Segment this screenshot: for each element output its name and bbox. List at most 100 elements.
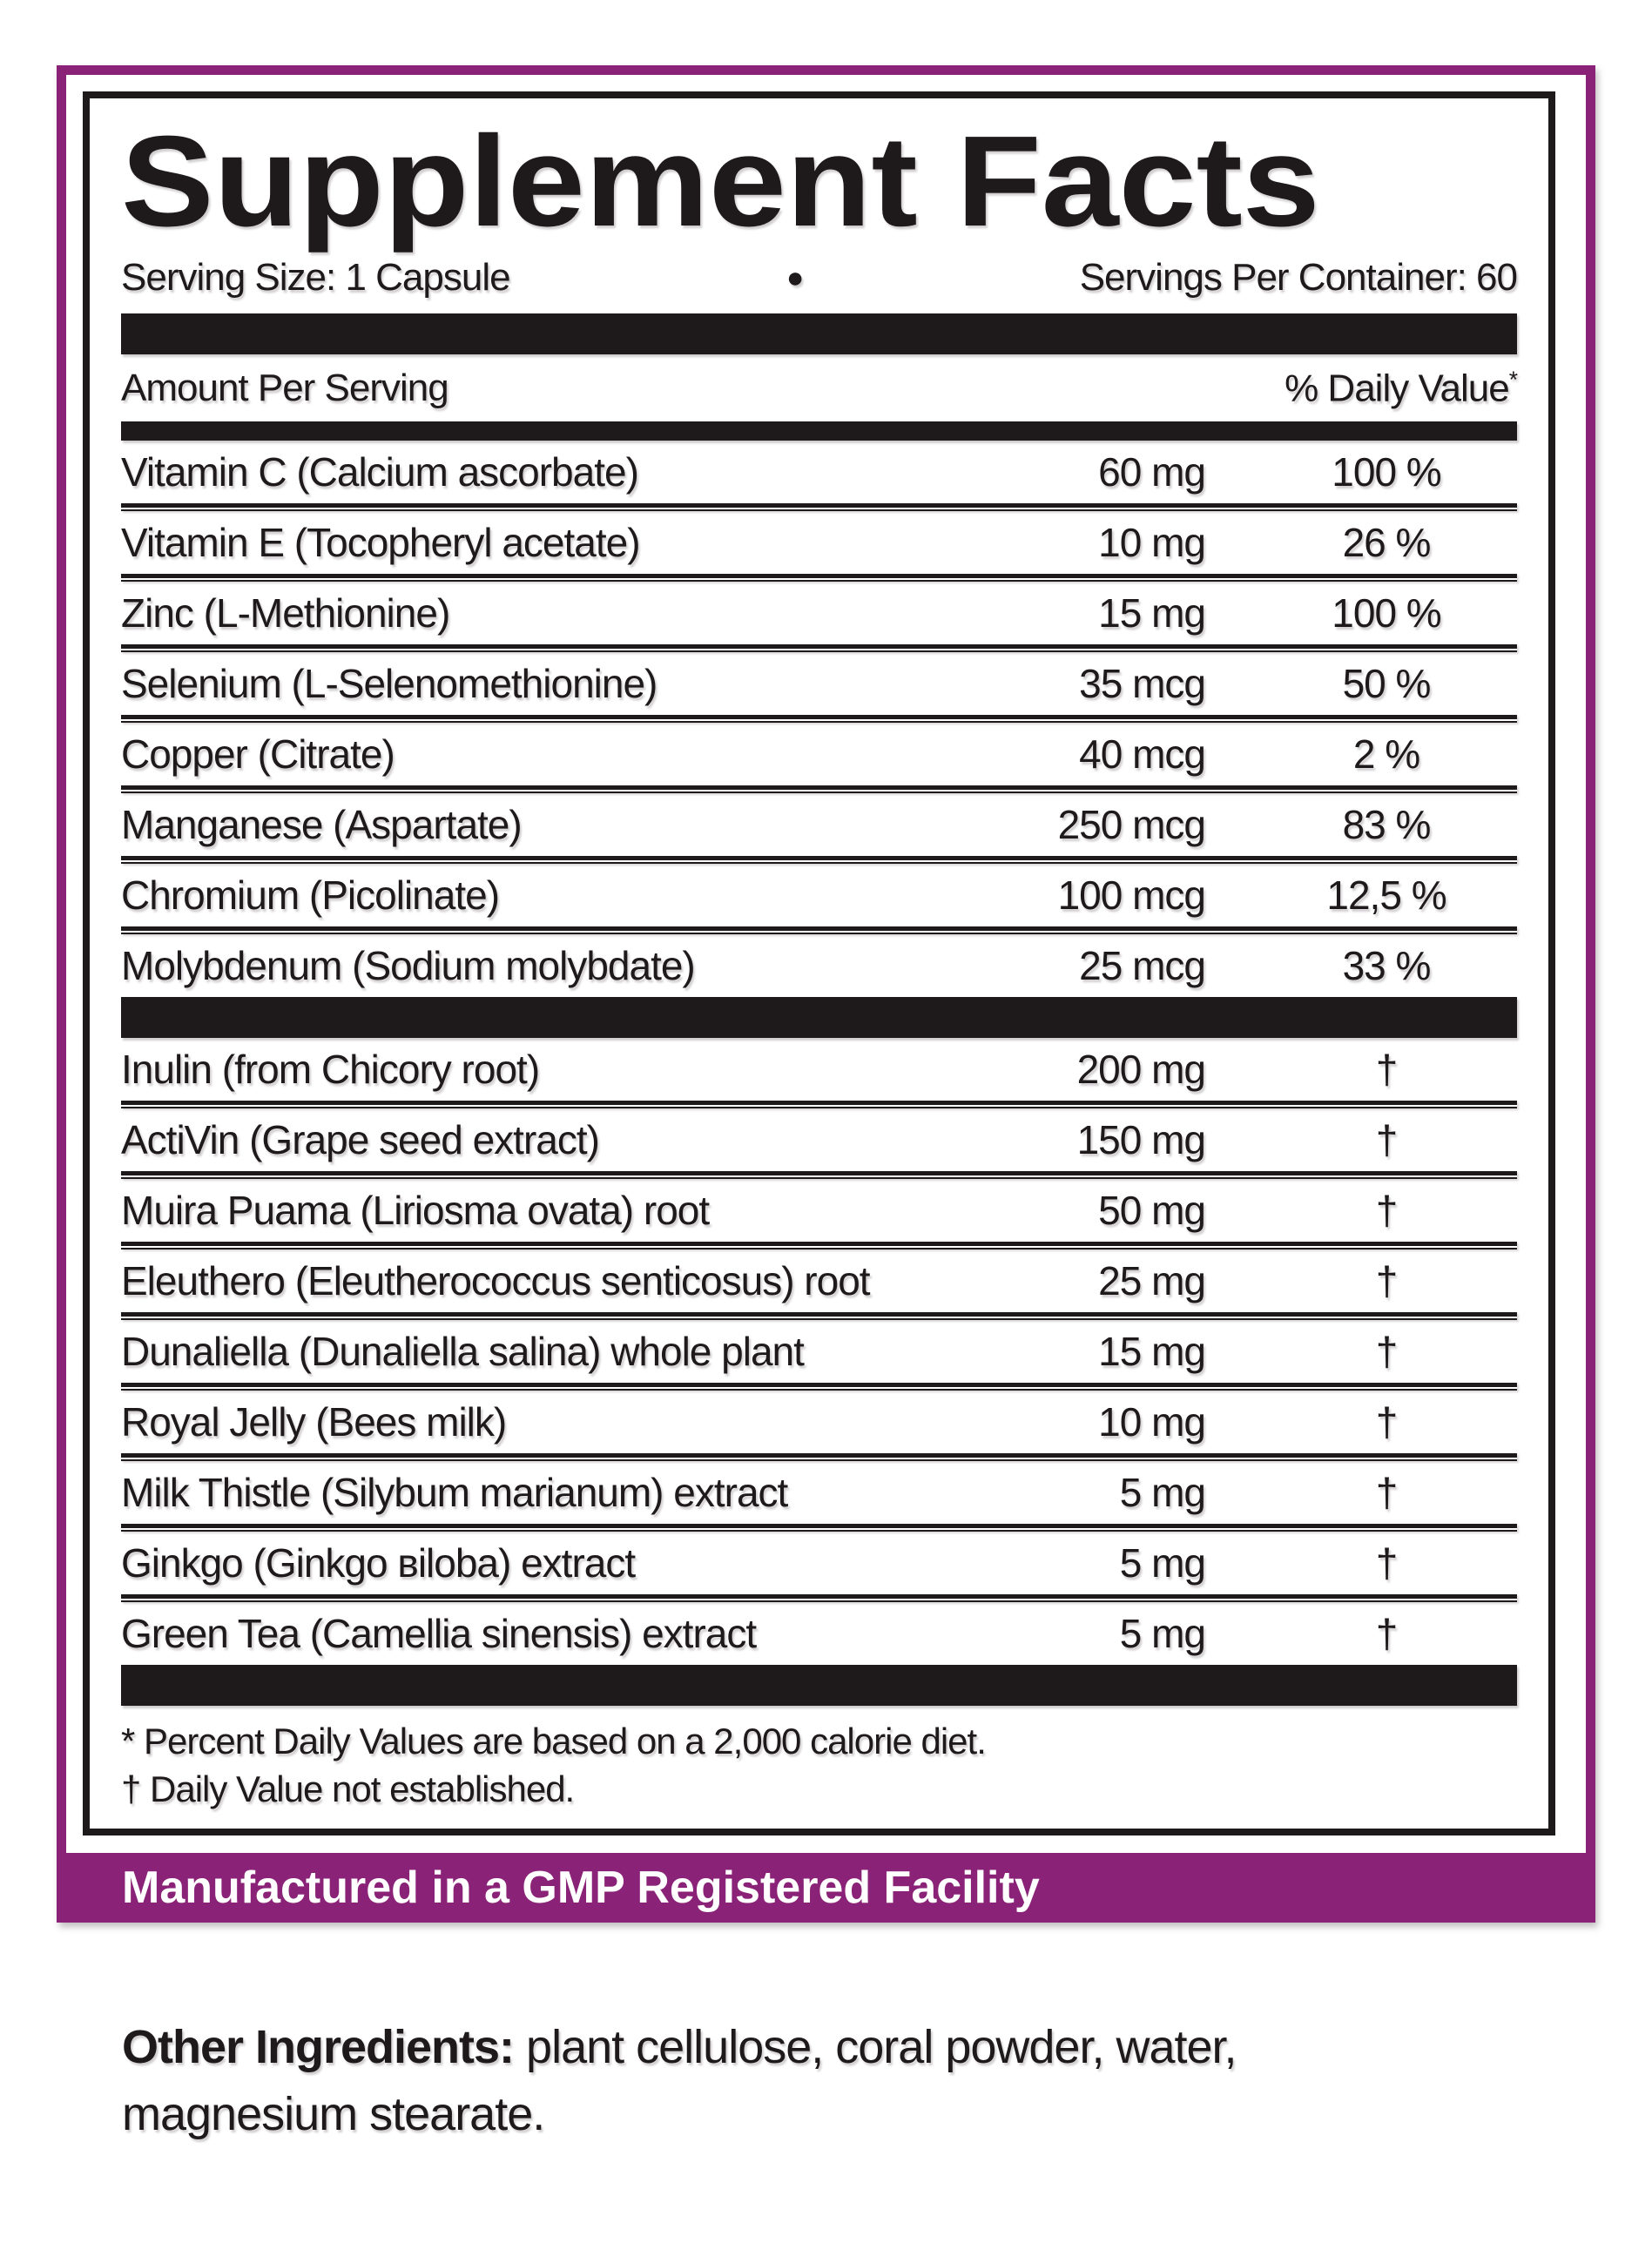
section-divider-bar <box>121 1665 1517 1707</box>
ingredient-amount: 150 mg <box>1076 1117 1206 1163</box>
ingredient-name: Eleuthero (Eleutherococcus senticosus) r… <box>121 1258 871 1304</box>
ingredient-daily-value: 33 % <box>1342 943 1432 989</box>
table-row: ActiVin (Grape seed extract) 150 mg † <box>121 1108 1517 1171</box>
table-row: Vitamin C (Calcium ascorbate) 60 mg 100 … <box>121 441 1517 503</box>
ingredient-name: Green Tea (Camellia sinensis) extract <box>121 1611 757 1657</box>
supplement-facts-box: Supplement Facts Serving Size: 1 Capsule… <box>83 91 1555 1836</box>
row-divider <box>121 1101 1517 1109</box>
ingredient-amount: 250 mcg <box>1057 802 1206 848</box>
table-row: Eleuthero (Eleutherococcus senticosus) r… <box>121 1249 1517 1312</box>
ingredient-daily-value: † <box>1375 1047 1399 1093</box>
ingredient-name: Copper (Citrate) <box>121 731 395 778</box>
table-row: Manganese (Aspartate) 250 mcg 83 % <box>121 793 1517 856</box>
ingredient-daily-value: † <box>1375 1117 1399 1163</box>
ingredient-daily-value: 100 % <box>1332 449 1441 495</box>
ingredient-amount: 15 mg <box>1098 590 1206 637</box>
ingredient-amount: 10 mg <box>1098 520 1206 566</box>
ingredient-daily-value: † <box>1375 1540 1399 1586</box>
daily-value-header: % Daily Value* <box>1285 367 1518 411</box>
serving-info-row: Serving Size: 1 Capsule ● Servings Per C… <box>121 256 1518 300</box>
table-row: Copper (Citrate) 40 mcg 2 % <box>121 723 1517 785</box>
ingredient-daily-value: 2 % <box>1352 731 1420 778</box>
table-row: Royal Jelly (Bees milk) 10 mg † <box>121 1391 1517 1453</box>
table-row: Ginkgo (Ginkgo вiloba) extract 5 mg † <box>121 1532 1517 1594</box>
ingredient-amount: 200 mg <box>1076 1047 1206 1093</box>
ingredient-daily-value: † <box>1375 1258 1399 1304</box>
ingredient-amount: 100 mcg <box>1057 872 1206 919</box>
other-ingredients: Other Ingredients: plant cellulose, cora… <box>122 2014 1402 2147</box>
ingredient-amount: 15 mg <box>1098 1329 1206 1375</box>
ingredient-amount: 40 mcg <box>1079 731 1206 778</box>
table-row: Muira Puama (Liriosma ovata) root 50 mg … <box>121 1179 1517 1242</box>
row-divider <box>121 1594 1517 1603</box>
ingredient-amount: 50 mg <box>1098 1188 1206 1234</box>
row-divider <box>121 574 1517 583</box>
gmp-banner-text: Manufactured in a GMP Registered Facilit… <box>122 1862 1040 1914</box>
other-ingredients-text: plant cellulose, coral powder, water, ma… <box>122 2021 1237 2140</box>
ingredient-amount: 60 mg <box>1098 449 1206 495</box>
section-divider-bar <box>121 997 1517 1039</box>
row-divider <box>121 715 1517 724</box>
table-row: Milk Thistle (Silybum marianum) extract … <box>121 1461 1517 1524</box>
ingredient-amount: 35 mcg <box>1079 661 1206 707</box>
ingredient-daily-value: 83 % <box>1342 802 1432 848</box>
ingredient-daily-value: † <box>1375 1470 1399 1516</box>
ingredient-daily-value: † <box>1375 1399 1399 1445</box>
row-divider <box>121 1524 1517 1532</box>
footnote-not-established: † Daily Value not established. <box>121 1768 575 1809</box>
gmp-banner: Manufactured in a GMP Registered Facilit… <box>66 1853 1586 1923</box>
label-frame: Supplement Facts Serving Size: 1 Capsule… <box>57 65 1595 1923</box>
table-row: Chromium (Picolinate) 100 mcg 12,5 % <box>121 864 1517 926</box>
section-divider-bar <box>121 313 1517 355</box>
ingredient-name: ActiVin (Grape seed extract) <box>121 1117 600 1163</box>
ingredient-amount: 5 mg <box>1119 1540 1206 1586</box>
ingredient-name: Molybdenum (Sodium molybdate) <box>121 943 696 989</box>
row-divider <box>121 926 1517 935</box>
table-row: Vitamin E (Tocopheryl acetate) 10 mg 26 … <box>121 511 1517 574</box>
other-ingredients-label: Other Ingredients: <box>122 2021 515 2074</box>
ingredient-amount: 5 mg <box>1119 1470 1206 1516</box>
bullet-icon: ● <box>786 261 805 295</box>
row-divider <box>121 1171 1517 1180</box>
serving-size: Serving Size: 1 Capsule <box>121 256 511 300</box>
row-divider <box>121 1312 1517 1321</box>
ingredient-daily-value: 12,5 % <box>1326 872 1446 919</box>
ingredient-name: Chromium (Picolinate) <box>121 872 500 919</box>
ingredient-name: Ginkgo (Ginkgo вiloba) extract <box>121 1540 636 1586</box>
page: { "colors": { "purple": "#8a2277", "ink"… <box>0 65 1652 2243</box>
ingredient-amount: 5 mg <box>1119 1611 1206 1657</box>
row-divider <box>121 1383 1517 1391</box>
row-divider <box>121 503 1517 512</box>
table-row: Selenium (L-Selenomethionine) 35 mcg 50 … <box>121 652 1517 715</box>
ingredient-amount: 25 mcg <box>1079 943 1206 989</box>
ingredient-name: Selenium (L-Selenomethionine) <box>121 661 657 707</box>
table-row: Dunaliella (Dunaliella salina) whole pla… <box>121 1320 1517 1383</box>
amount-per-serving-header: Amount Per Serving <box>121 367 449 410</box>
ingredient-name: Manganese (Aspartate) <box>121 802 523 848</box>
ingredient-name: Milk Thistle (Silybum marianum) extract <box>121 1470 788 1516</box>
table-row: Molybdenum (Sodium molybdate) 25 mcg 33 … <box>121 934 1517 997</box>
ingredient-name: Royal Jelly (Bees milk) <box>121 1399 507 1445</box>
row-divider <box>121 856 1517 865</box>
servings-per-container: Servings Per Container: 60 <box>1079 256 1518 300</box>
ingredient-amount: 10 mg <box>1098 1399 1206 1445</box>
row-divider <box>121 644 1517 653</box>
header-divider-bar <box>121 421 1517 441</box>
ingredient-name: Dunaliella (Dunaliella salina) whole pla… <box>121 1329 805 1375</box>
ingredient-name: Vitamin E (Tocopheryl acetate) <box>121 520 641 566</box>
row-divider <box>121 1242 1517 1250</box>
ingredient-daily-value: 50 % <box>1342 661 1432 707</box>
supplement-facts-title: Supplement Facts <box>121 110 1320 253</box>
table-header-row: Amount Per Serving % Daily Value* <box>121 354 1518 421</box>
footnotes: * Percent Daily Values are based on a 2,… <box>121 1718 1517 1813</box>
table-row: Green Tea (Camellia sinensis) extract 5 … <box>121 1602 1517 1665</box>
ingredient-name: Zinc (L-Methionine) <box>121 590 450 637</box>
ingredient-daily-value: † <box>1375 1329 1399 1375</box>
ingredient-daily-value: 100 % <box>1332 590 1441 637</box>
table-row: Inulin (from Chicory root) 200 mg † <box>121 1038 1517 1101</box>
ingredient-name: Muira Puama (Liriosma ovata) root <box>121 1188 710 1234</box>
row-divider <box>121 785 1517 794</box>
ingredient-name: Vitamin C (Calcium ascorbate) <box>121 449 639 495</box>
ingredient-daily-value: 26 % <box>1342 520 1432 566</box>
ingredient-daily-value: † <box>1375 1188 1399 1234</box>
